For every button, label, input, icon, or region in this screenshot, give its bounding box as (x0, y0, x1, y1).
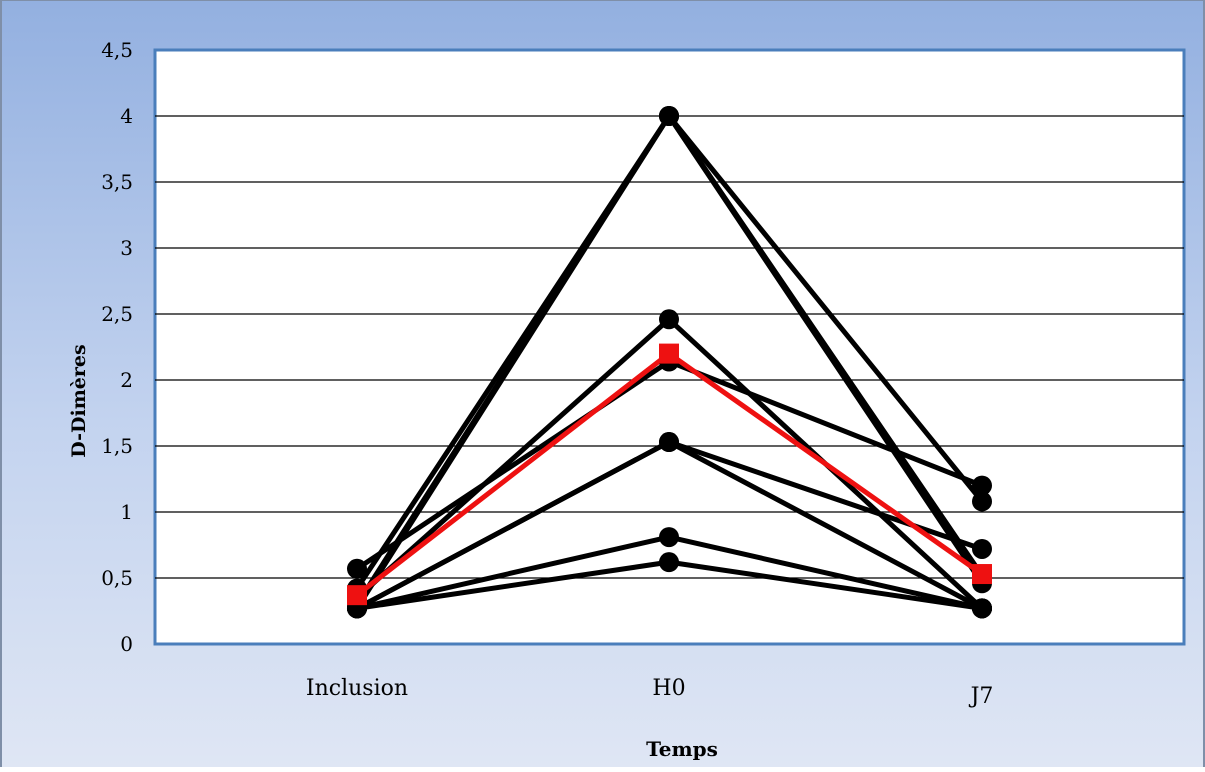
x-tick-label: H0 (652, 676, 685, 701)
mean-point (347, 585, 367, 606)
y-tick-label: 1 (120, 500, 133, 524)
data-point (972, 598, 992, 619)
data-point (972, 538, 992, 559)
y-tick-label: 3,5 (101, 170, 133, 194)
mean-point (972, 564, 992, 585)
y-tick-label: 0 (120, 632, 133, 656)
data-point (659, 309, 679, 330)
y-tick-label: 2 (120, 368, 133, 392)
y-tick-label: 2,5 (101, 302, 133, 326)
y-tick-label: 0,5 (101, 566, 133, 590)
y-tick-label: 4 (120, 104, 133, 128)
data-point (659, 432, 679, 453)
data-point (659, 527, 679, 548)
data-point (659, 552, 679, 573)
y-tick-label: 3 (120, 236, 133, 260)
data-point (972, 491, 992, 512)
data-point (347, 558, 367, 579)
data-point (972, 475, 992, 496)
x-tick-label: J7 (969, 684, 994, 709)
x-tick-label: Inclusion (306, 676, 408, 701)
mean-point (659, 343, 679, 364)
y-axis-label: D-Dimères (68, 344, 90, 457)
x-axis-label: Temps (646, 737, 718, 761)
y-tick-label: 1,5 (101, 434, 133, 458)
y-tick-label: 4,5 (101, 38, 133, 62)
data-point (659, 106, 679, 126)
